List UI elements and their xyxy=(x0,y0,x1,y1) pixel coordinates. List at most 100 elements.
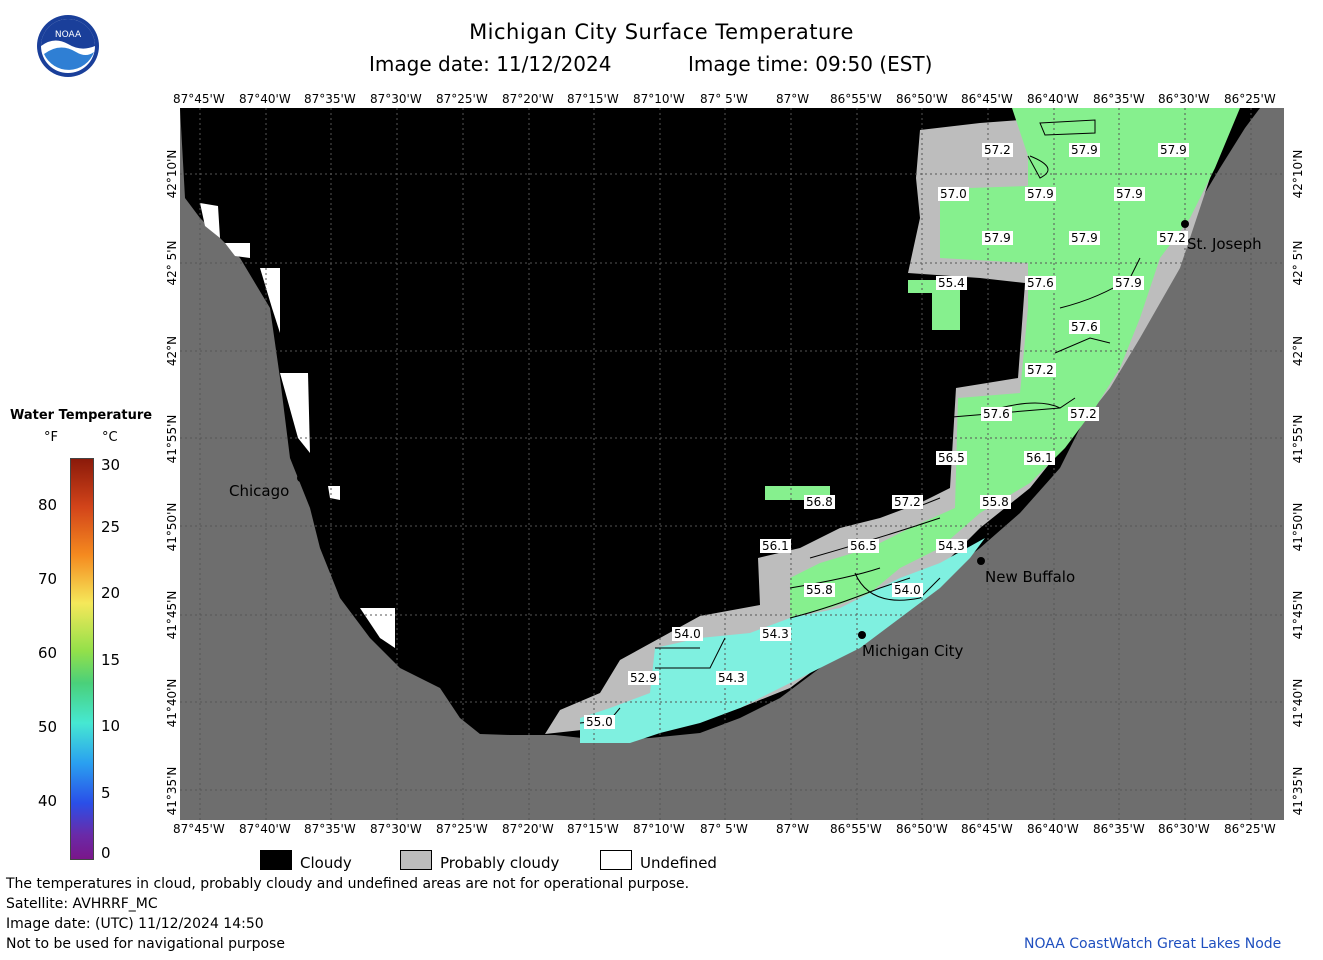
temp-label: 55.8 xyxy=(804,583,835,597)
city-dot-st-joseph xyxy=(1181,220,1189,228)
footer-credit: NOAA CoastWatch Great Lakes Node xyxy=(1024,936,1282,952)
lat-label: 42°10'N xyxy=(165,149,179,199)
f-tick: 80 xyxy=(38,496,58,514)
image-date: Image date: 11/12/2024 xyxy=(369,52,612,76)
lat-label: 42°N xyxy=(1291,335,1305,367)
lon-label: 87°30'W xyxy=(370,822,422,836)
city-dot-chicago xyxy=(297,474,305,482)
c-tick: 15 xyxy=(101,651,121,669)
temp-label: 57.9 xyxy=(1113,276,1144,290)
lat-label: 41°35'N xyxy=(165,766,179,816)
lon-label: 87°30'W xyxy=(370,92,422,106)
lat-label: 42°10'N xyxy=(1291,149,1305,199)
lon-label: 86°35'W xyxy=(1093,92,1145,106)
temp-label: 55.0 xyxy=(584,715,615,729)
c-tick: 25 xyxy=(101,518,121,536)
legend: Cloudy Probably cloudy Undefined xyxy=(260,850,760,874)
city-dot-new-buffalo xyxy=(977,557,985,565)
lon-label: 86°25'W xyxy=(1224,822,1276,836)
footer-satellite: Satellite: AVHRRF_MC xyxy=(6,896,158,912)
temp-label: 56.1 xyxy=(760,539,791,553)
footer-disclaimer: The temperatures in cloud, probably clou… xyxy=(6,876,690,892)
lon-label: 87°10'W xyxy=(633,92,685,106)
lon-label: 87° 5'W xyxy=(700,822,748,836)
legend-swatch-cloudy xyxy=(260,850,292,870)
colorbar-gradient xyxy=(70,458,94,860)
unit-f: °F xyxy=(44,430,58,445)
temp-label: 57.6 xyxy=(1025,276,1056,290)
city-dot-michigan-city xyxy=(858,631,866,639)
undefined-area xyxy=(360,608,395,648)
lon-label: 86°45'W xyxy=(961,92,1013,106)
legend-undefined: Undefined xyxy=(640,854,717,872)
temp-label: 56.5 xyxy=(936,451,967,465)
f-tick: 50 xyxy=(38,718,58,736)
lon-label: 86°55'W xyxy=(830,92,882,106)
temp-label: 55.8 xyxy=(980,495,1011,509)
temp-label: 54.3 xyxy=(936,539,967,553)
legend-cloudy: Cloudy xyxy=(300,854,352,872)
c-tick: 5 xyxy=(101,784,111,802)
city-new-buffalo: New Buffalo xyxy=(985,568,1076,586)
undefined-area xyxy=(200,203,220,238)
lat-label: 41°45'N xyxy=(165,590,179,640)
lon-label: 86°50'W xyxy=(896,822,948,836)
lat-label: 41°50'N xyxy=(165,502,179,552)
lat-label: 41°45'N xyxy=(1291,590,1305,640)
lon-label: 86°25'W xyxy=(1224,92,1276,106)
lat-label: 41°50'N xyxy=(1291,502,1305,552)
lon-label: 86°55'W xyxy=(830,822,882,836)
svg-text:NOAA: NOAA xyxy=(55,30,82,40)
lon-label: 87°20'W xyxy=(502,822,554,836)
lon-label: 86°35'W xyxy=(1093,822,1145,836)
c-tick: 30 xyxy=(101,456,121,474)
lon-label: 87°15'W xyxy=(567,92,619,106)
temp-label: 57.0 xyxy=(938,187,969,201)
temp-label: 54.3 xyxy=(716,671,747,685)
lon-label: 86°40'W xyxy=(1027,92,1079,106)
temp-label: 57.2 xyxy=(1025,363,1056,377)
temp-label: 57.9 xyxy=(1158,143,1189,157)
c-tick: 0 xyxy=(101,844,111,862)
temp-label: 57.6 xyxy=(1069,320,1100,334)
noaa-logo: NOAA xyxy=(36,14,100,78)
lon-label: 87°35'W xyxy=(304,92,356,106)
temp-label: 57.6 xyxy=(981,407,1012,421)
lon-label: 87°35'W xyxy=(304,822,356,836)
lat-label: 41°55'N xyxy=(1291,414,1305,464)
temp-label: 57.9 xyxy=(1069,231,1100,245)
undefined-area xyxy=(280,373,310,453)
unit-c: °C xyxy=(102,430,118,445)
lon-label: 86°45'W xyxy=(961,822,1013,836)
graticule xyxy=(180,108,1284,820)
temp-label: 55.4 xyxy=(936,276,967,290)
lon-label: 87°W xyxy=(776,822,810,836)
temp-label: 56.1 xyxy=(1024,451,1055,465)
lon-label: 86°30'W xyxy=(1158,822,1210,836)
footer-image-date: Image date: (UTC) 11/12/2024 14:50 xyxy=(6,916,264,932)
footer-navigation: Not to be used for navigational purpose xyxy=(6,936,285,952)
map xyxy=(180,108,1284,820)
lat-label: 42° 5'N xyxy=(165,240,179,286)
lon-label: 87°25'W xyxy=(436,822,488,836)
lat-label: 42°N xyxy=(165,335,179,367)
temp-label: 54.3 xyxy=(760,627,791,641)
undefined-area xyxy=(260,268,280,333)
f-tick: 60 xyxy=(38,644,58,662)
lon-label: 87°25'W xyxy=(436,92,488,106)
city-chicago: Chicago xyxy=(229,482,290,500)
lon-label: 87°10'W xyxy=(633,822,685,836)
lon-label: 87°W xyxy=(776,92,810,106)
lon-label: 87° 5'W xyxy=(700,92,748,106)
image-time: Image time: 09:50 (EST) xyxy=(688,52,933,76)
lon-label: 87°40'W xyxy=(239,822,291,836)
f-tick: 70 xyxy=(38,570,58,588)
temp-label: 52.9 xyxy=(628,671,659,685)
lon-label: 87°45'W xyxy=(173,92,225,106)
lon-label: 87°15'W xyxy=(567,822,619,836)
lat-label: 41°40'N xyxy=(165,678,179,728)
temp-label: 56.8 xyxy=(804,495,835,509)
lat-label: 41°35'N xyxy=(1291,766,1305,816)
lon-label: 86°30'W xyxy=(1158,92,1210,106)
lon-label: 86°40'W xyxy=(1027,822,1079,836)
